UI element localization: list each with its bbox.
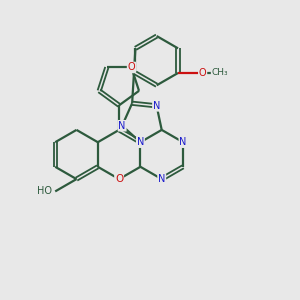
Text: N: N — [118, 121, 126, 131]
Text: CH₃: CH₃ — [212, 68, 228, 77]
Text: O: O — [128, 62, 135, 72]
Text: N: N — [137, 137, 144, 147]
Text: HO: HO — [37, 186, 52, 197]
Text: N: N — [179, 137, 187, 147]
Text: O: O — [115, 174, 123, 184]
Text: N: N — [158, 174, 165, 184]
Text: O: O — [199, 68, 206, 78]
Text: N: N — [153, 101, 160, 111]
